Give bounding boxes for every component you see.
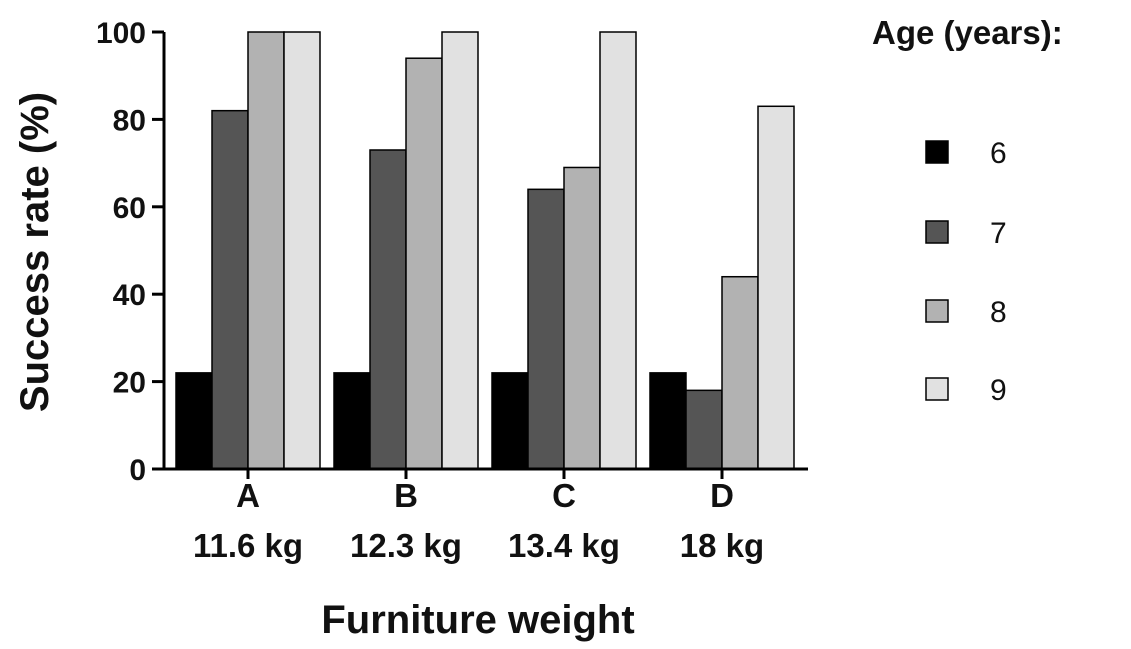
x-category-letter: B — [394, 477, 418, 514]
bar-age-6-A — [175, 372, 213, 470]
bar-age-6-C — [491, 372, 529, 470]
bar-age-7-D — [685, 389, 723, 470]
bar-age-8-A — [247, 31, 285, 470]
legend-label-age-8: 8 — [990, 296, 1007, 329]
bar-age-8-C — [563, 166, 601, 470]
bars — [175, 31, 795, 470]
y-axis: 0 20 40 60 80 100 — [96, 17, 166, 487]
x-category-weight: 11.6 kg — [193, 527, 303, 564]
legend: Age (years): 6 7 8 9 — [872, 14, 1063, 407]
legend-swatch-age-6 — [925, 140, 949, 164]
legend-title: Age (years): — [872, 14, 1063, 51]
bar-age-9-B — [441, 31, 479, 470]
x-axis: A 11.6 kg B 12.3 kg C 13.4 kg D 18 kg — [164, 467, 808, 564]
bar-age-6-B — [333, 372, 371, 470]
bar-age-6-D — [649, 372, 687, 470]
legend-label-age-7: 7 — [990, 217, 1007, 250]
bar-age-7-C — [527, 188, 565, 470]
legend-label-age-9: 9 — [990, 374, 1007, 407]
x-category-weight: 13.4 kg — [508, 527, 620, 564]
bar-age-8-D — [721, 275, 759, 470]
bar-age-8-B — [405, 57, 443, 470]
x-category-letter: A — [236, 477, 260, 514]
bar-age-7-A — [211, 109, 249, 470]
x-category-weight: 18 kg — [680, 527, 764, 564]
y-axis-title: Success rate (%) — [13, 92, 57, 412]
x-category-letter: D — [710, 477, 734, 514]
x-category-letter: C — [552, 477, 576, 514]
x-axis-title: Furniture weight — [321, 598, 634, 642]
bar-age-7-B — [369, 149, 407, 470]
bar-age-9-C — [599, 31, 637, 470]
y-tick-label: 60 — [113, 192, 146, 225]
y-tick-label: 0 — [129, 454, 146, 487]
legend-label-age-6: 6 — [990, 137, 1007, 170]
y-tick-label: 100 — [96, 17, 146, 50]
legend-swatch-age-9 — [925, 377, 949, 401]
bar-age-9-D — [757, 105, 795, 470]
x-category-weight: 12.3 kg — [350, 527, 462, 564]
y-tick-label: 20 — [113, 367, 146, 400]
y-tick-label: 80 — [113, 104, 146, 137]
bar-age-9-A — [283, 31, 321, 470]
legend-swatch-age-8 — [925, 299, 949, 323]
legend-swatch-age-7 — [925, 220, 949, 244]
y-tick-label: 40 — [113, 279, 146, 312]
